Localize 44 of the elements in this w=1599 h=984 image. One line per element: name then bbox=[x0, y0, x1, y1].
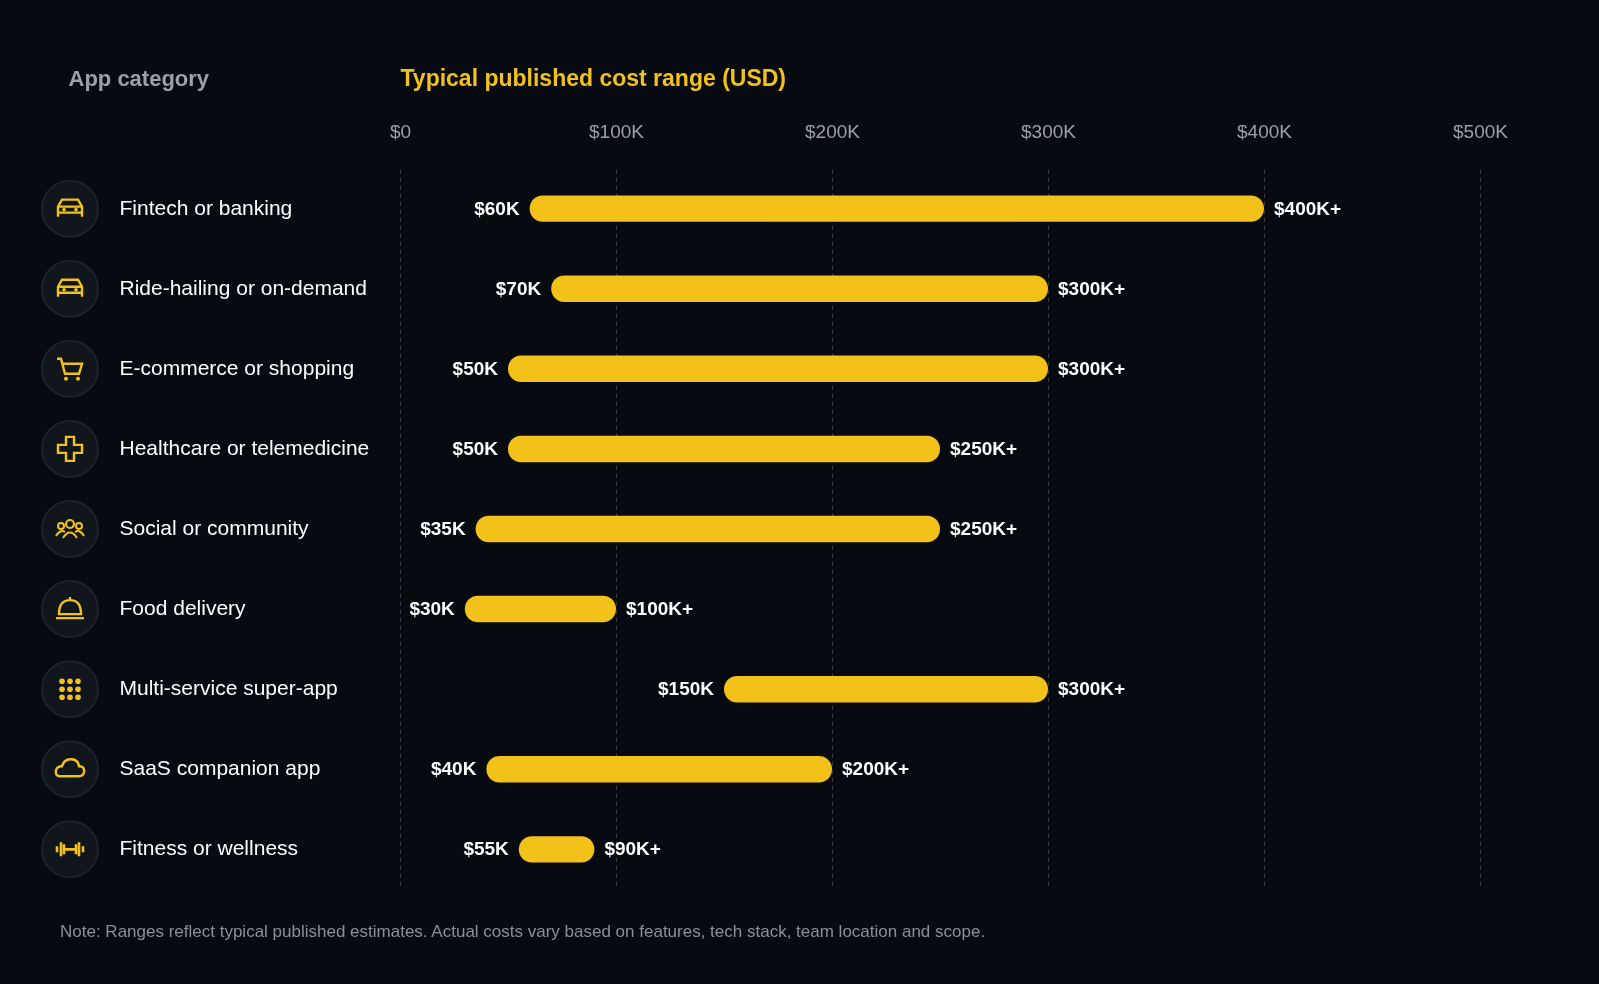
y-tick-label: SaaS companion app bbox=[119, 756, 321, 780]
y-tick-label: Fintech or banking bbox=[119, 195, 293, 219]
data-label: $90K+ bbox=[604, 838, 661, 860]
y-axis-title: App category bbox=[68, 65, 210, 91]
bar bbox=[724, 675, 1048, 703]
data-label: $300K+ bbox=[1058, 357, 1126, 379]
x-tick-label: $300K bbox=[1021, 120, 1077, 142]
bar bbox=[529, 195, 1264, 222]
y-tick-label: Social or community bbox=[119, 516, 310, 539]
annotation: $150K bbox=[658, 678, 715, 700]
x-tick-label: $500K bbox=[1453, 120, 1509, 142]
annotation: $40K bbox=[430, 758, 477, 780]
x-axis-title: Typical published cost range (USD) bbox=[400, 64, 787, 91]
data-label: $400K+ bbox=[1274, 197, 1342, 219]
y-tick-label: Ride-hailing or on-demand bbox=[119, 275, 367, 299]
x-tick-label: $200K bbox=[805, 120, 861, 142]
annotation: $30K bbox=[409, 598, 456, 620]
annotation: $35K bbox=[420, 518, 466, 539]
data-label: $300K+ bbox=[1058, 678, 1126, 700]
x-tick-label: $0 bbox=[389, 120, 412, 142]
y-tick-label: Multi-service super-app bbox=[119, 676, 338, 700]
data-label: $100K+ bbox=[626, 598, 694, 620]
annotation: $70K bbox=[495, 277, 542, 299]
data-label: $250K+ bbox=[950, 437, 1018, 459]
x-tick-label: $400K bbox=[1237, 120, 1293, 142]
bar bbox=[464, 595, 616, 623]
y-tick-label: Healthcare or telemedicine bbox=[119, 435, 370, 459]
annotation: $50K bbox=[452, 437, 499, 459]
bar bbox=[508, 435, 940, 463]
data-label: $200K+ bbox=[842, 758, 910, 780]
annotation: $60K bbox=[474, 197, 520, 219]
x-tick-label: $100K bbox=[589, 120, 645, 142]
y-tick-label: Food delivery bbox=[119, 596, 247, 620]
text: Note: Ranges reflect typical published estimates. Actual costs vary based on features, tech stack, team location and scope. bbox=[60, 922, 986, 942]
annotation: $50K bbox=[452, 357, 499, 379]
bar bbox=[551, 275, 1048, 302]
bar bbox=[486, 756, 832, 783]
data-label: $250K+ bbox=[950, 518, 1018, 539]
bar bbox=[508, 355, 1048, 383]
bar bbox=[475, 515, 940, 543]
y-tick-label: Fitness or wellness bbox=[119, 836, 299, 860]
annotation: $55K bbox=[463, 838, 510, 860]
data-label: $300K+ bbox=[1058, 277, 1126, 299]
y-tick-label: E-commerce or shopping bbox=[119, 355, 355, 379]
